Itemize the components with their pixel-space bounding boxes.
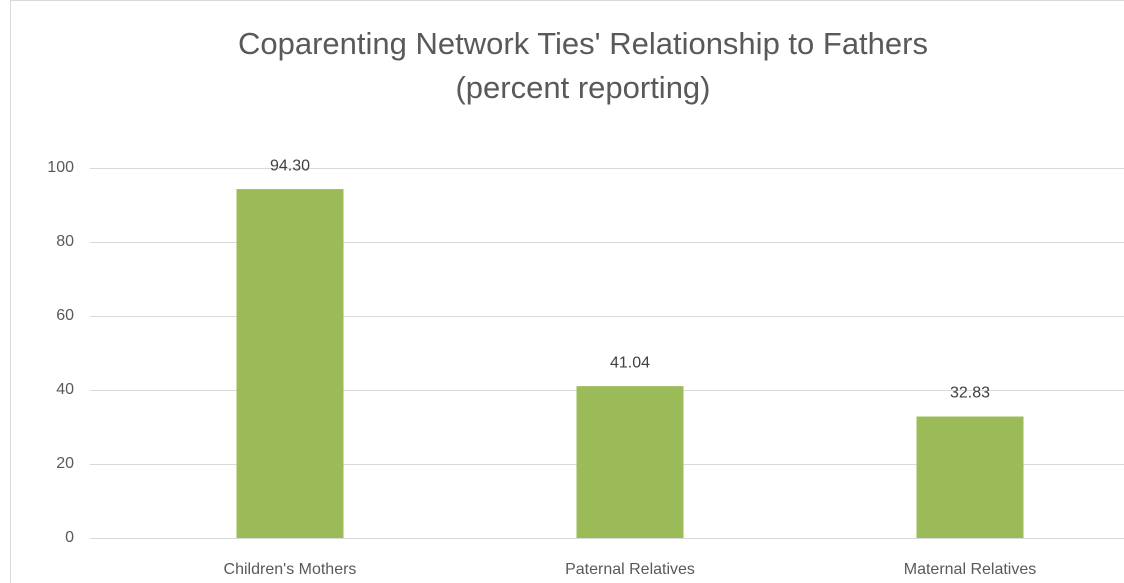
chart-subtitle: (percent reporting) bbox=[455, 70, 710, 105]
y-tick-label: 100 bbox=[47, 159, 74, 176]
bar bbox=[576, 386, 684, 538]
value-label: 32.83 bbox=[950, 385, 990, 402]
y-tick-label: 40 bbox=[56, 381, 74, 398]
chart-border bbox=[10, 0, 1124, 583]
bar bbox=[916, 416, 1024, 538]
y-tick-label: 20 bbox=[56, 455, 74, 472]
value-label: 41.04 bbox=[610, 354, 650, 371]
y-tick-label: 0 bbox=[65, 529, 74, 546]
chart-title: Coparenting Network Ties' Relationship t… bbox=[238, 26, 928, 61]
x-tick-label: Maternal Relatives bbox=[904, 561, 1037, 578]
y-tick-label: 80 bbox=[56, 233, 74, 250]
bar bbox=[236, 189, 344, 538]
value-label: 94.30 bbox=[270, 157, 310, 174]
y-tick-label: 60 bbox=[56, 307, 74, 324]
x-tick-label: Children's Mothers bbox=[224, 561, 357, 578]
x-tick-label: Paternal Relatives bbox=[565, 561, 695, 578]
